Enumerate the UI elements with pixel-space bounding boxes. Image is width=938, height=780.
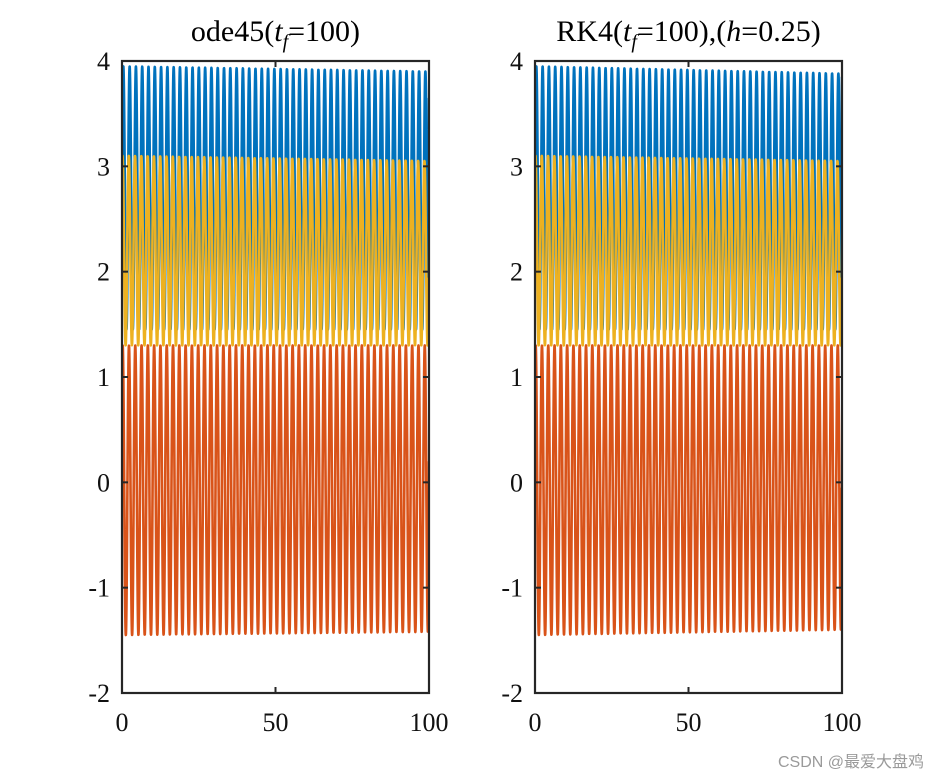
x-tick-label: 0 — [116, 708, 129, 737]
x-tick-label: 0 — [529, 708, 542, 737]
y-tick-label: -1 — [88, 574, 110, 603]
y-tick-label: 3 — [97, 152, 110, 181]
y-tick-label: 3 — [510, 152, 523, 181]
y-tick-label: 2 — [97, 258, 110, 287]
y-tick-label: 4 — [97, 47, 110, 76]
y-tick-label: -2 — [501, 679, 523, 708]
y-tick-label: 1 — [97, 363, 110, 392]
y-tick-label: -2 — [88, 679, 110, 708]
series-line-3 — [535, 344, 842, 637]
x-tick-label: 100 — [410, 708, 449, 737]
series-group — [535, 65, 842, 637]
y-tick-label: 1 — [510, 363, 523, 392]
chart-panel-2: -2 -1 0 1 2 3 4 0 50 100 RK4(tf=100),(h=0.25) — [501, 15, 861, 737]
y-tick-label: 4 — [510, 47, 523, 76]
chart-title: ode45(tf=100) — [191, 15, 360, 53]
x-tick-label: 100 — [823, 708, 862, 737]
series-line-2 — [535, 154, 842, 347]
y-tick-label: 0 — [510, 468, 523, 497]
chart-title: RK4(tf=100),(h=0.25) — [556, 15, 820, 53]
x-tick-label: 50 — [676, 708, 702, 737]
y-tick-label: -1 — [501, 574, 523, 603]
x-tick-label: 50 — [263, 708, 289, 737]
y-tick-label: 2 — [510, 258, 523, 287]
series-line-2 — [122, 154, 429, 347]
y-tick-label: 0 — [97, 468, 110, 497]
chart-panel-1: -2 -1 0 1 2 3 4 0 50 100 ode45(tf=100) — [88, 15, 448, 737]
series-line-3 — [122, 344, 429, 637]
series-group — [122, 65, 429, 637]
watermark-text: CSDN @最爱大盘鸡 — [777, 754, 924, 771]
